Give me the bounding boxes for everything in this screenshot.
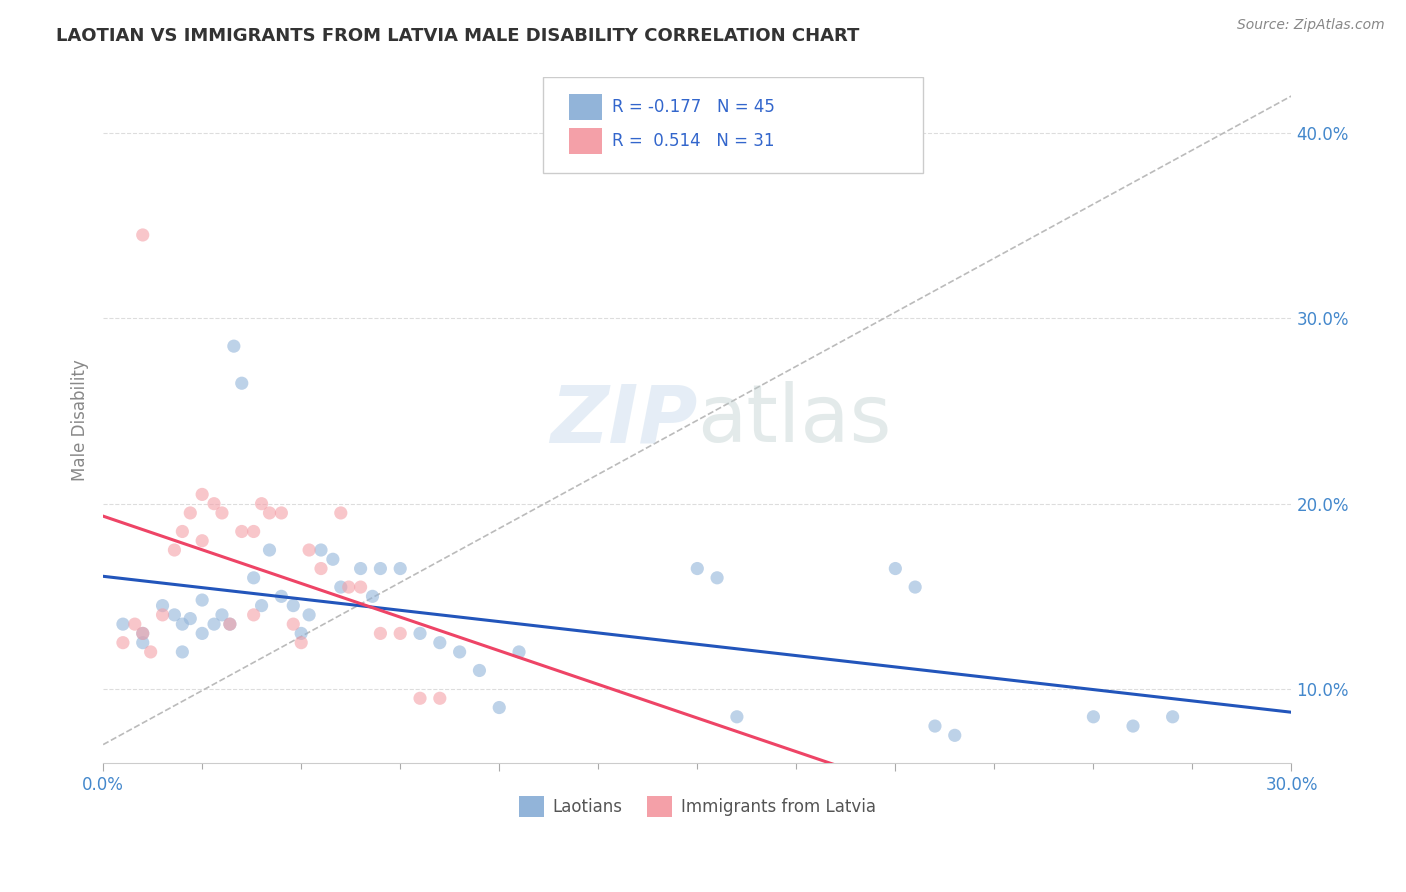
- Point: [349, 580, 371, 594]
- Point: [298, 607, 321, 622]
- Point: [163, 543, 186, 558]
- Bar: [569, 128, 602, 154]
- Point: [1083, 710, 1105, 724]
- Y-axis label: Male Disability: Male Disability: [72, 359, 89, 481]
- Point: [231, 524, 253, 539]
- Point: [449, 645, 471, 659]
- Point: [329, 580, 352, 594]
- Point: [172, 645, 194, 659]
- Point: [370, 561, 392, 575]
- Text: R = -0.177   N = 45: R = -0.177 N = 45: [612, 98, 775, 116]
- Point: [270, 590, 292, 604]
- Point: [179, 611, 201, 625]
- Point: [219, 617, 242, 632]
- Point: [202, 497, 225, 511]
- FancyBboxPatch shape: [543, 78, 924, 173]
- Point: [191, 533, 214, 548]
- Point: [290, 626, 312, 640]
- Bar: [569, 94, 602, 120]
- Point: [172, 524, 194, 539]
- Point: [290, 635, 312, 649]
- Point: [191, 593, 214, 607]
- Point: [124, 617, 146, 632]
- Point: [231, 376, 253, 391]
- Point: [139, 645, 162, 659]
- Point: [219, 617, 242, 632]
- Point: [283, 599, 305, 613]
- Point: [943, 728, 966, 742]
- Point: [322, 552, 344, 566]
- Point: [211, 506, 233, 520]
- Text: Source: ZipAtlas.com: Source: ZipAtlas.com: [1237, 18, 1385, 32]
- Point: [468, 664, 491, 678]
- Point: [329, 506, 352, 520]
- Point: [429, 691, 451, 706]
- Point: [508, 645, 530, 659]
- Point: [111, 617, 134, 632]
- Point: [488, 700, 510, 714]
- Text: ZIP: ZIP: [550, 381, 697, 459]
- Point: [389, 561, 412, 575]
- Point: [191, 487, 214, 501]
- Point: [163, 607, 186, 622]
- Point: [298, 543, 321, 558]
- Point: [152, 607, 174, 622]
- Point: [191, 626, 214, 640]
- Point: [111, 635, 134, 649]
- Point: [172, 617, 194, 632]
- Point: [409, 626, 432, 640]
- Point: [132, 227, 155, 242]
- Point: [270, 506, 292, 520]
- Point: [337, 580, 360, 594]
- Point: [259, 543, 281, 558]
- Point: [309, 561, 332, 575]
- Point: [132, 626, 155, 640]
- Point: [924, 719, 946, 733]
- Point: [222, 339, 245, 353]
- Point: [725, 710, 748, 724]
- Text: atlas: atlas: [697, 381, 891, 459]
- Point: [904, 580, 927, 594]
- Point: [242, 607, 264, 622]
- Point: [409, 691, 432, 706]
- Point: [283, 617, 305, 632]
- Legend: Laotians, Immigrants from Latvia: Laotians, Immigrants from Latvia: [512, 789, 883, 823]
- Point: [706, 571, 728, 585]
- Point: [242, 524, 264, 539]
- Point: [179, 506, 201, 520]
- Point: [250, 497, 273, 511]
- Point: [361, 590, 384, 604]
- Point: [211, 607, 233, 622]
- Point: [1161, 710, 1184, 724]
- Point: [259, 506, 281, 520]
- Point: [1122, 719, 1144, 733]
- Point: [884, 561, 907, 575]
- Text: LAOTIAN VS IMMIGRANTS FROM LATVIA MALE DISABILITY CORRELATION CHART: LAOTIAN VS IMMIGRANTS FROM LATVIA MALE D…: [56, 27, 859, 45]
- Point: [132, 626, 155, 640]
- Point: [132, 635, 155, 649]
- Point: [152, 599, 174, 613]
- Point: [250, 599, 273, 613]
- Point: [309, 543, 332, 558]
- Point: [429, 635, 451, 649]
- Point: [370, 626, 392, 640]
- Point: [202, 617, 225, 632]
- Text: R =  0.514   N = 31: R = 0.514 N = 31: [612, 132, 775, 150]
- Point: [242, 571, 264, 585]
- Point: [349, 561, 371, 575]
- Point: [389, 626, 412, 640]
- Point: [686, 561, 709, 575]
